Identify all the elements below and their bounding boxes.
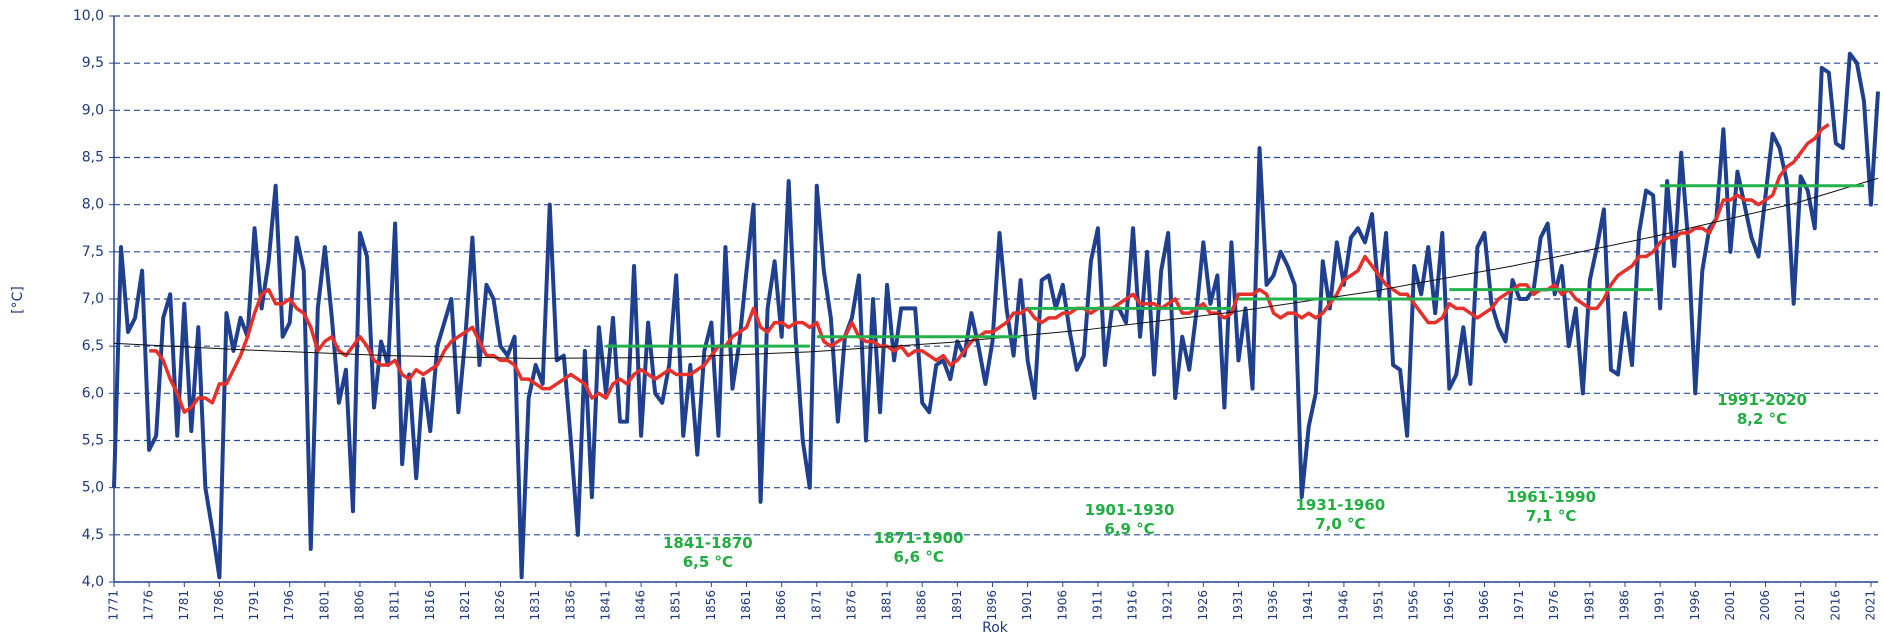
x-tick-label: 1976 [1547,590,1561,621]
trend-line [113,177,1879,359]
x-tick-label: 1836 [563,590,577,621]
y-tick-label: 7,0 [82,291,104,307]
x-tick-label: 1801 [317,590,331,621]
x-tick-label: 1941 [1301,590,1315,621]
y-axis-label: [°C] [10,286,26,314]
x-tick-label: 1936 [1266,590,1280,621]
x-tick-label: 1826 [493,590,507,621]
x-tick-label: 1866 [774,590,788,621]
x-tick-label: 1786 [212,590,226,621]
x-tick-label: 1961 [1442,590,1456,621]
x-tick-label: 1796 [282,590,296,621]
y-tick-label: 5,5 [82,433,104,449]
x-tick-label: 1851 [669,590,683,621]
y-tick-label: 9,5 [82,55,104,71]
x-tick-label: 1946 [1336,590,1350,621]
y-tick-label: 7,5 [82,244,104,260]
x-tick-label: 2006 [1758,590,1772,621]
y-tick-label: 10,0 [73,8,104,24]
y-tick-label: 6,5 [82,338,104,354]
x-tick-label: 1981 [1582,590,1596,621]
x-axis-label: Rok [982,620,1009,636]
x-tick-label: 1841 [598,590,612,621]
x-tick-label: 1791 [247,590,261,621]
x-tick-label: 1776 [142,590,156,621]
y-tick-label: 4,0 [82,574,104,590]
period-label: 1961-1990 [1506,488,1596,506]
period-label: 1931-1960 [1295,496,1385,514]
x-tick-label: 1921 [1161,590,1175,621]
x-tick-label: 1886 [915,590,929,621]
period-value-label: 6,9 °C [1104,520,1154,538]
x-tick-label: 1971 [1512,590,1526,621]
x-tick-label: 2011 [1793,590,1807,621]
x-tick-label: 1986 [1617,590,1631,621]
x-tick-label: 1966 [1477,590,1491,621]
x-tick-label: 1871 [809,590,823,621]
x-tick-label: 1811 [388,590,402,621]
x-tick-label: 1906 [1055,590,1069,621]
x-tick-label: 1911 [1090,590,1104,621]
x-tick-label: 1821 [458,590,472,621]
period-value-label: 8,2 °C [1737,410,1787,428]
x-tick-label: 1931 [1231,590,1245,621]
x-tick-label: 1991 [1653,590,1667,621]
x-tick-label: 2021 [1863,590,1877,621]
y-tick-label: 5,0 [82,480,104,496]
x-tick-label: 1896 [985,590,999,621]
x-tick-label: 1771 [107,590,121,621]
period-label: 1901-1930 [1085,501,1175,519]
x-tick-label: 1861 [739,590,753,621]
x-tick-label: 1951 [1372,590,1386,621]
period-value-label: 6,5 °C [683,553,733,571]
x-tick-label: 1901 [1020,590,1034,621]
x-tick-label: 1806 [352,590,366,621]
x-tick-label: 1831 [528,590,542,621]
period-value-label: 7,0 °C [1315,515,1365,533]
x-tick-label: 2016 [1828,590,1842,621]
y-tick-label: 9,0 [82,102,104,118]
y-tick-label: 8,0 [82,197,104,213]
period-label: 1991-2020 [1717,391,1807,409]
x-tick-label: 1846 [634,590,648,621]
period-value-label: 6,6 °C [894,548,944,566]
period-label: 1871-1900 [874,529,964,547]
data-line [112,51,1880,580]
period-label: 1841-1870 [663,534,753,552]
y-tick-label: 4,5 [82,527,104,543]
x-tick-label: 2001 [1723,590,1737,621]
x-tick-label: 1956 [1407,590,1421,621]
x-tick-label: 1876 [844,590,858,621]
x-tick-label: 1781 [177,590,191,621]
x-tick-label: 1891 [950,590,964,621]
y-tick-label: 8,5 [82,150,104,166]
x-tick-label: 1816 [423,590,437,621]
x-tick-label: 1856 [704,590,718,621]
x-tick-label: 1881 [880,590,894,621]
x-tick-label: 1926 [1196,590,1210,621]
period-value-label: 7,1 °C [1526,507,1576,525]
x-tick-label: 1916 [1126,590,1140,621]
y-tick-label: 6,0 [82,385,104,401]
x-tick-label: 1996 [1688,590,1702,621]
